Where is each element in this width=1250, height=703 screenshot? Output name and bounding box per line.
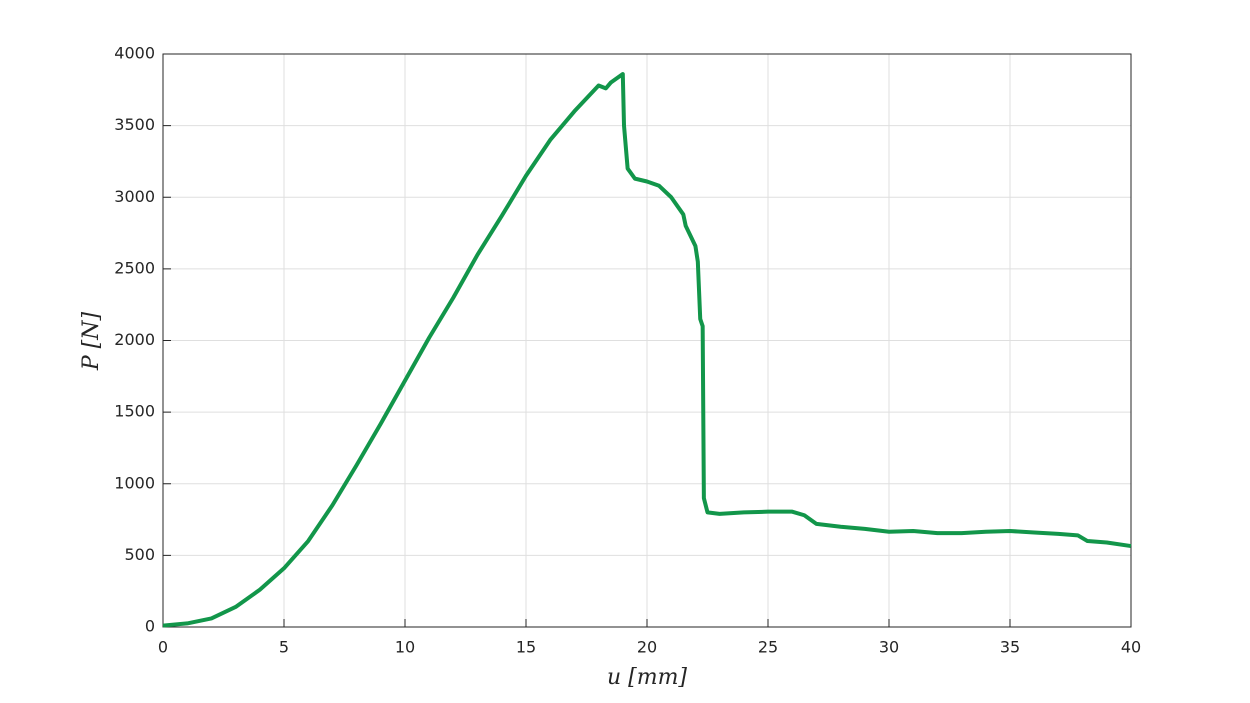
x-tick-label: 15 bbox=[516, 638, 536, 657]
y-tick-label: 2500 bbox=[114, 258, 155, 277]
x-tick-label: 10 bbox=[395, 638, 415, 657]
x-tick-label: 30 bbox=[879, 638, 899, 657]
x-tick-label: 5 bbox=[279, 638, 289, 657]
plot-frame bbox=[162, 53, 1132, 628]
x-axis-title: u [mm] bbox=[607, 665, 687, 690]
y-tick-label: 2000 bbox=[114, 330, 155, 349]
x-tick-label: 20 bbox=[637, 638, 657, 657]
y-tick-label: 1000 bbox=[114, 473, 155, 492]
y-tick-label: 3000 bbox=[114, 187, 155, 206]
y-axis-title: P [N] bbox=[79, 311, 104, 371]
x-tick-label: 25 bbox=[758, 638, 778, 657]
y-tick-label: 1500 bbox=[114, 402, 155, 421]
y-tick-label: 3500 bbox=[114, 115, 155, 134]
x-tick-label: 35 bbox=[1000, 638, 1020, 657]
y-tick-label: 0 bbox=[145, 617, 155, 636]
y-tick-label: 4000 bbox=[114, 44, 155, 63]
x-tick-label: 0 bbox=[158, 638, 168, 657]
data-line bbox=[162, 72, 1132, 628]
y-tick-label: 500 bbox=[124, 545, 155, 564]
x-tick-label: 40 bbox=[1121, 638, 1141, 657]
